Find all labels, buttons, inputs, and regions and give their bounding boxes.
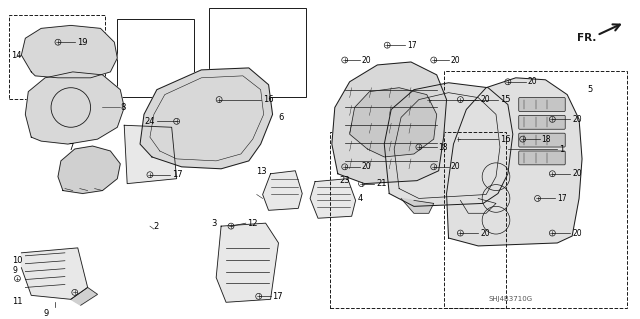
Polygon shape [124,125,177,184]
Text: 17: 17 [172,170,182,179]
Text: 17: 17 [407,41,417,50]
Text: 20: 20 [362,56,371,64]
Text: 20: 20 [572,115,582,124]
Text: 16: 16 [262,95,273,104]
Bar [444,71,627,308]
Text: 18: 18 [438,143,448,152]
Polygon shape [349,88,436,157]
Bar [209,8,306,97]
Text: 13: 13 [256,167,266,176]
Text: 20: 20 [572,169,582,178]
Text: SHJ4B3710G: SHJ4B3710G [488,296,532,302]
FancyBboxPatch shape [519,115,565,129]
Text: 12: 12 [247,219,257,228]
Polygon shape [140,68,273,169]
Polygon shape [262,171,302,210]
Text: 1: 1 [559,145,564,153]
FancyBboxPatch shape [519,151,565,165]
Polygon shape [460,198,496,213]
Text: 20: 20 [451,162,460,171]
Text: 9: 9 [13,266,17,275]
Text: 11: 11 [13,297,23,306]
Polygon shape [21,248,88,299]
Text: 15: 15 [500,95,511,104]
Text: 20: 20 [527,77,537,86]
Text: 20: 20 [480,95,490,104]
Text: 20: 20 [362,162,371,171]
Text: 14: 14 [12,51,22,60]
Text: 24: 24 [144,117,154,126]
FancyBboxPatch shape [519,98,565,111]
Polygon shape [21,26,117,78]
Polygon shape [332,62,447,184]
Text: 19: 19 [77,38,87,47]
Text: 23: 23 [340,176,351,185]
Text: 16: 16 [500,135,511,144]
Text: 20: 20 [451,56,460,64]
Text: 6: 6 [278,113,284,122]
Polygon shape [447,78,582,246]
Polygon shape [401,198,434,213]
Text: 4: 4 [358,194,363,203]
Text: 9: 9 [43,309,49,318]
Text: 5: 5 [587,85,592,94]
Text: 8: 8 [120,103,125,112]
Text: FR.: FR. [577,33,596,43]
Polygon shape [310,179,356,218]
Polygon shape [216,223,278,302]
Text: 10: 10 [13,256,23,265]
FancyBboxPatch shape [519,133,565,147]
Polygon shape [384,83,513,206]
Text: 20: 20 [480,228,490,238]
Text: 21: 21 [376,179,387,188]
Text: 3: 3 [211,219,216,228]
Text: 17: 17 [557,194,567,203]
Text: 17: 17 [273,292,283,301]
Polygon shape [26,72,124,144]
Polygon shape [58,146,120,194]
Text: 7: 7 [68,143,73,152]
Bar [117,19,195,97]
Text: 20: 20 [572,228,582,238]
Text: 2: 2 [154,222,159,231]
Text: 18: 18 [541,135,551,144]
Bar [330,132,506,308]
Bar [8,15,106,99]
Polygon shape [71,287,97,305]
